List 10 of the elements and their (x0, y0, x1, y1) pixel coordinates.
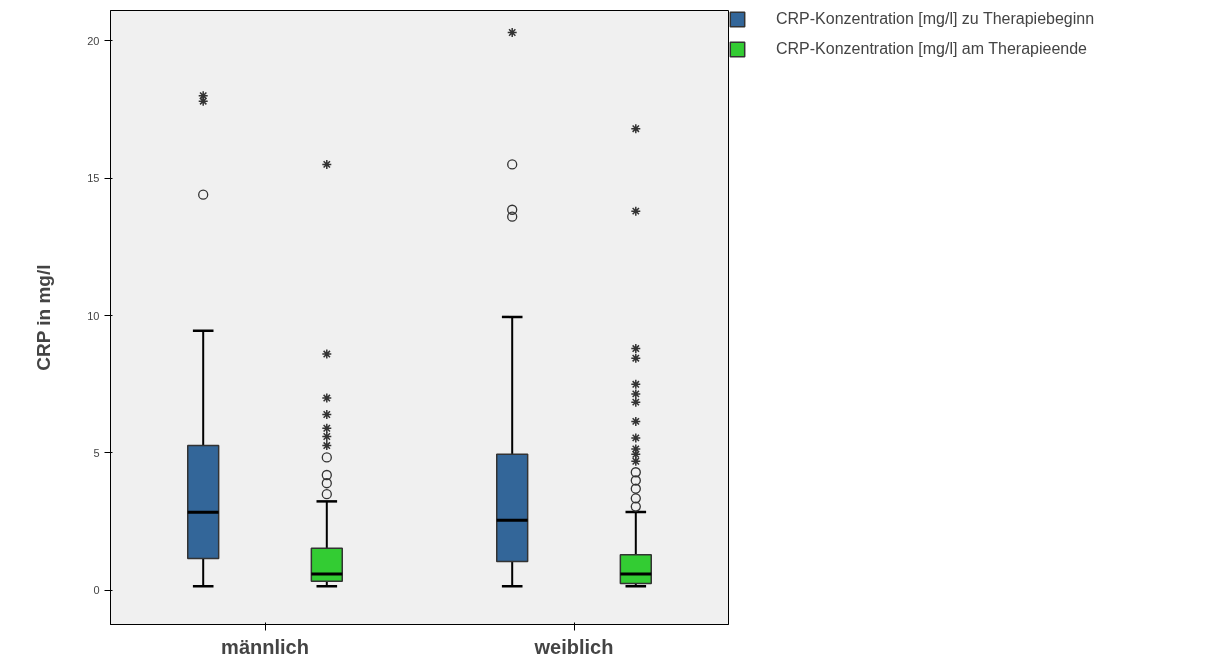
legend-label: CRP-Konzentration [mg/l] zu Therapiebeginn (776, 10, 1095, 28)
y-axis-title: CRP in mg/l (33, 264, 55, 371)
legend-label: CRP-Konzentration [mg/l] am Therapieende (776, 40, 1087, 58)
y-tick-label: 20 (87, 34, 100, 47)
y-tick-label: 5 (93, 447, 100, 459)
y-tick-label: 10 (87, 309, 100, 322)
y-tick-label: 15 (87, 172, 100, 185)
y-tick-label: 0 (93, 584, 100, 597)
x-tick-label: weiblich (533, 635, 614, 658)
x-tick-label: männlich (221, 635, 309, 658)
